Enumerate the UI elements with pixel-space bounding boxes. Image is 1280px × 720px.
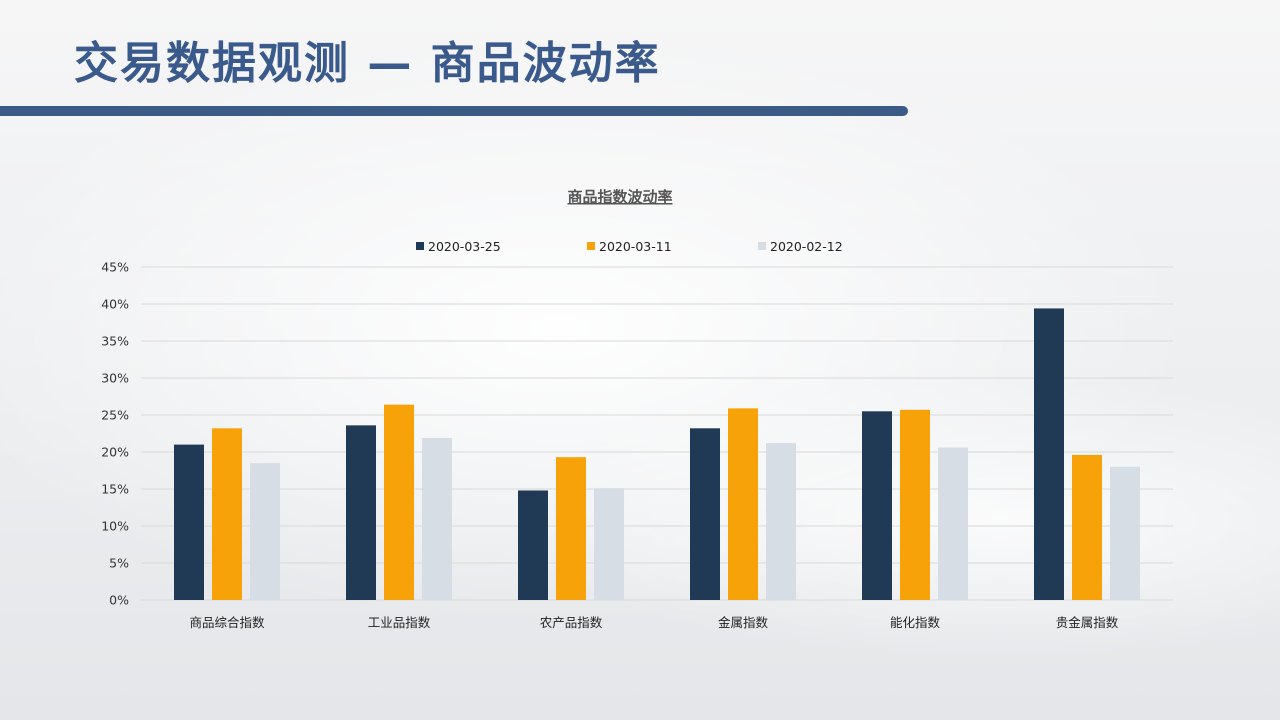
x-category-label: 能化指数 — [890, 615, 941, 630]
title-accent-bar — [0, 106, 908, 116]
bar-2020-02-12-金属指数 — [766, 443, 796, 600]
y-tick-label: 5% — [109, 556, 129, 571]
y-tick-label: 10% — [101, 519, 129, 534]
x-category-label: 金属指数 — [718, 615, 769, 630]
legend-swatch — [416, 242, 424, 250]
bar-2020-03-11-商品综合指数 — [212, 428, 242, 600]
bar-2020-03-11-贵金属指数 — [1072, 454, 1102, 600]
legend-swatch — [758, 242, 766, 250]
y-tick-label: 20% — [101, 445, 129, 460]
bar-2020-03-11-能化指数 — [900, 409, 930, 600]
legend-label: 2020-03-25 — [428, 239, 501, 254]
bar-2020-02-12-能化指数 — [938, 447, 968, 600]
y-tick-label: 25% — [101, 408, 129, 423]
chart-legend: 2020-03-25 2020-03-11 2020-02-12 — [416, 239, 843, 254]
bar-2020-03-25-农产品指数 — [518, 490, 548, 600]
legend-swatch — [587, 242, 595, 250]
bar-2020-02-12-商品综合指数 — [250, 463, 280, 600]
y-tick-label: 45% — [101, 260, 129, 275]
legend-label: 2020-02-12 — [770, 239, 843, 254]
bar-2020-03-11-农产品指数 — [556, 457, 586, 600]
bar-2020-03-25-金属指数 — [690, 428, 720, 600]
bar-2020-03-25-商品综合指数 — [174, 444, 204, 600]
y-tick-label: 40% — [101, 297, 129, 312]
bar-2020-02-12-贵金属指数 — [1110, 466, 1140, 600]
x-category-label: 商品综合指数 — [189, 615, 265, 630]
y-tick-label: 35% — [101, 334, 129, 349]
y-tick-label: 15% — [101, 482, 129, 497]
bar-2020-03-11-金属指数 — [728, 408, 758, 600]
x-category-label: 工业品指数 — [368, 615, 431, 630]
y-tick-label: 30% — [101, 371, 129, 386]
chart-grid — [141, 266, 1173, 601]
x-category-label: 农产品指数 — [540, 615, 603, 630]
chart-title: 商品指数波动率 — [567, 188, 672, 206]
legend-label: 2020-03-11 — [599, 239, 672, 254]
x-axis-categories: 商品综合指数 工业品指数 农产品指数 金属指数 能化指数 贵金属指数 — [189, 615, 1118, 630]
page-title: 交易数据观测 — 商品波动率 — [74, 38, 661, 89]
chart-bars — [174, 308, 1140, 600]
bar-2020-02-12-工业品指数 — [422, 437, 452, 600]
bar-2020-02-12-农产品指数 — [594, 488, 624, 600]
y-axis-ticks: 0% 5% 10% 15% 20% 25% 30% 35% 40% 45% — [101, 260, 129, 608]
bar-2020-03-25-贵金属指数 — [1034, 308, 1064, 600]
bar-2020-03-25-工业品指数 — [346, 425, 376, 600]
bar-2020-03-25-能化指数 — [862, 411, 892, 600]
x-category-label: 贵金属指数 — [1056, 615, 1119, 630]
y-tick-label: 0% — [109, 593, 129, 608]
bar-2020-03-11-工业品指数 — [384, 404, 414, 600]
